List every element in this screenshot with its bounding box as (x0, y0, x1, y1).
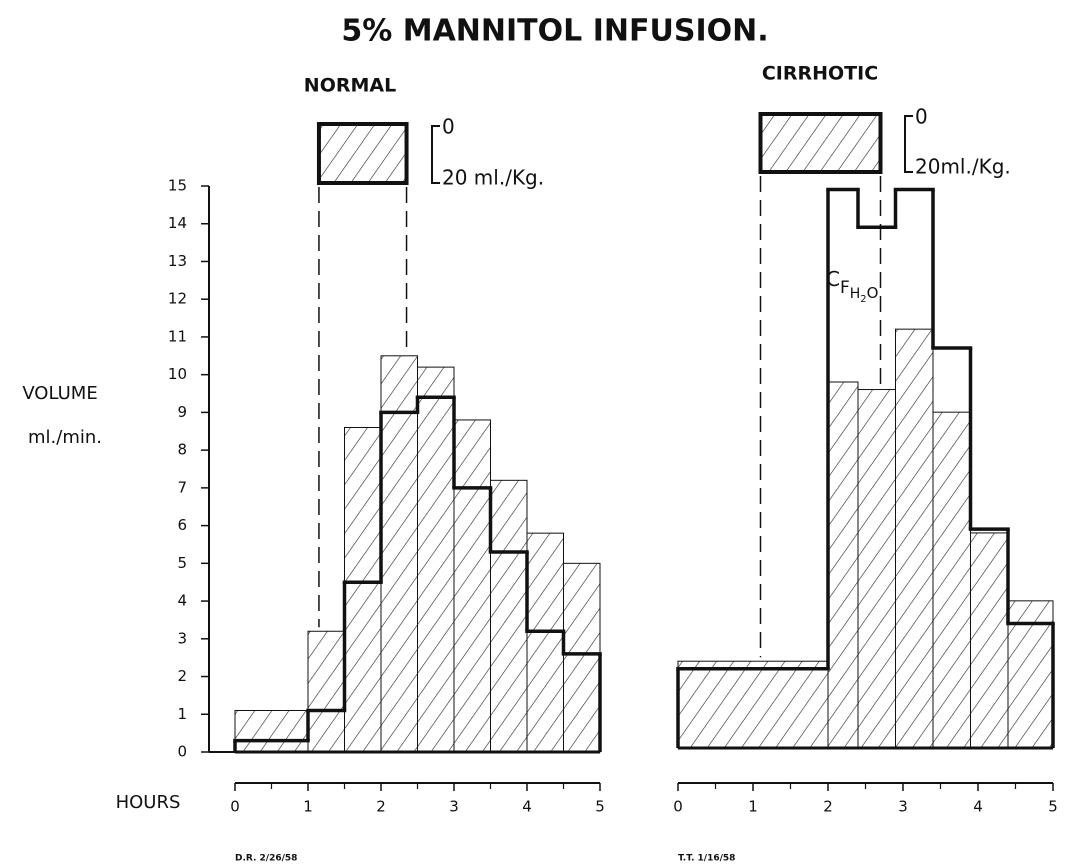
bar (453, 419, 491, 753)
bar (895, 328, 934, 749)
annotation: CFH2O (826, 267, 878, 306)
x-tick-label: 0 (230, 798, 240, 816)
scale-label: 20 ml./Kg. (442, 166, 544, 190)
scale-label: 20ml./Kg. (915, 155, 1011, 179)
bar (526, 532, 564, 753)
x-tick-label: 1 (303, 798, 313, 816)
bar (380, 355, 418, 753)
bar (307, 630, 345, 753)
y-tick-label: 12 (168, 290, 187, 308)
x-tick-label: 0 (673, 798, 683, 816)
panel-title: NORMAL (304, 75, 396, 97)
bar (932, 411, 971, 749)
bar (970, 532, 1009, 749)
x-tick-label: 4 (973, 798, 983, 816)
y-tick-label: 6 (177, 516, 187, 534)
annotation-part: F (840, 278, 850, 298)
y-axis-label: VOLUME (22, 383, 97, 404)
scale-bracket (904, 115, 913, 173)
y-tick-label: 2 (177, 667, 187, 685)
x-tick-label: 5 (1048, 798, 1058, 816)
x-tick-label: 2 (376, 798, 386, 816)
scale-label: 0 (915, 105, 928, 129)
x-axis-label: HOURS (116, 792, 181, 813)
scale-label: 0 (442, 115, 455, 139)
annotation-part: C (826, 267, 840, 291)
note: D.R. 2/26/58 (235, 854, 297, 864)
y-tick-label: 14 (168, 214, 187, 232)
bar (490, 479, 528, 753)
x-tick-label: 3 (898, 798, 908, 816)
y-tick-label: 11 (168, 327, 187, 345)
bar (417, 366, 455, 753)
x-tick-label: 2 (823, 798, 833, 816)
infusion-box (758, 112, 883, 174)
bar (677, 660, 829, 749)
y-tick-label: 0 (177, 743, 187, 761)
panel-title: CIRRHOTIC (762, 63, 878, 85)
y-tick-label: 9 (177, 403, 187, 421)
x-tick-label: 1 (748, 798, 758, 816)
annotation-part: O (867, 284, 879, 302)
y-axis-label: ml./min. (28, 427, 102, 448)
bar (563, 562, 601, 753)
y-tick-label: 3 (177, 629, 187, 647)
annotation-part: H (850, 286, 861, 302)
bar (827, 381, 859, 749)
bar (344, 426, 382, 753)
x-tick-label: 3 (449, 798, 459, 816)
chart-title: 5% MANNITOL INFUSION. (341, 14, 768, 49)
bar (1007, 600, 1054, 749)
scale-bracket (431, 125, 440, 184)
y-tick-label: 8 (177, 441, 187, 459)
x-tick-label: 4 (522, 798, 532, 816)
bar (234, 709, 309, 753)
infusion-box (316, 122, 409, 185)
y-tick-label: 13 (168, 252, 187, 270)
y-tick-label: 10 (168, 365, 187, 383)
y-tick-label: 5 (177, 554, 187, 572)
note: T.T. 1/16/58 (678, 854, 735, 864)
x-tick-label: 5 (595, 798, 605, 816)
y-tick-label: 1 (177, 705, 187, 723)
bar (857, 389, 896, 749)
y-tick-label: 4 (177, 592, 187, 610)
annotation-part: 2 (860, 294, 866, 305)
y-tick-label: 7 (177, 478, 187, 496)
y-tick-label: 15 (168, 177, 187, 195)
